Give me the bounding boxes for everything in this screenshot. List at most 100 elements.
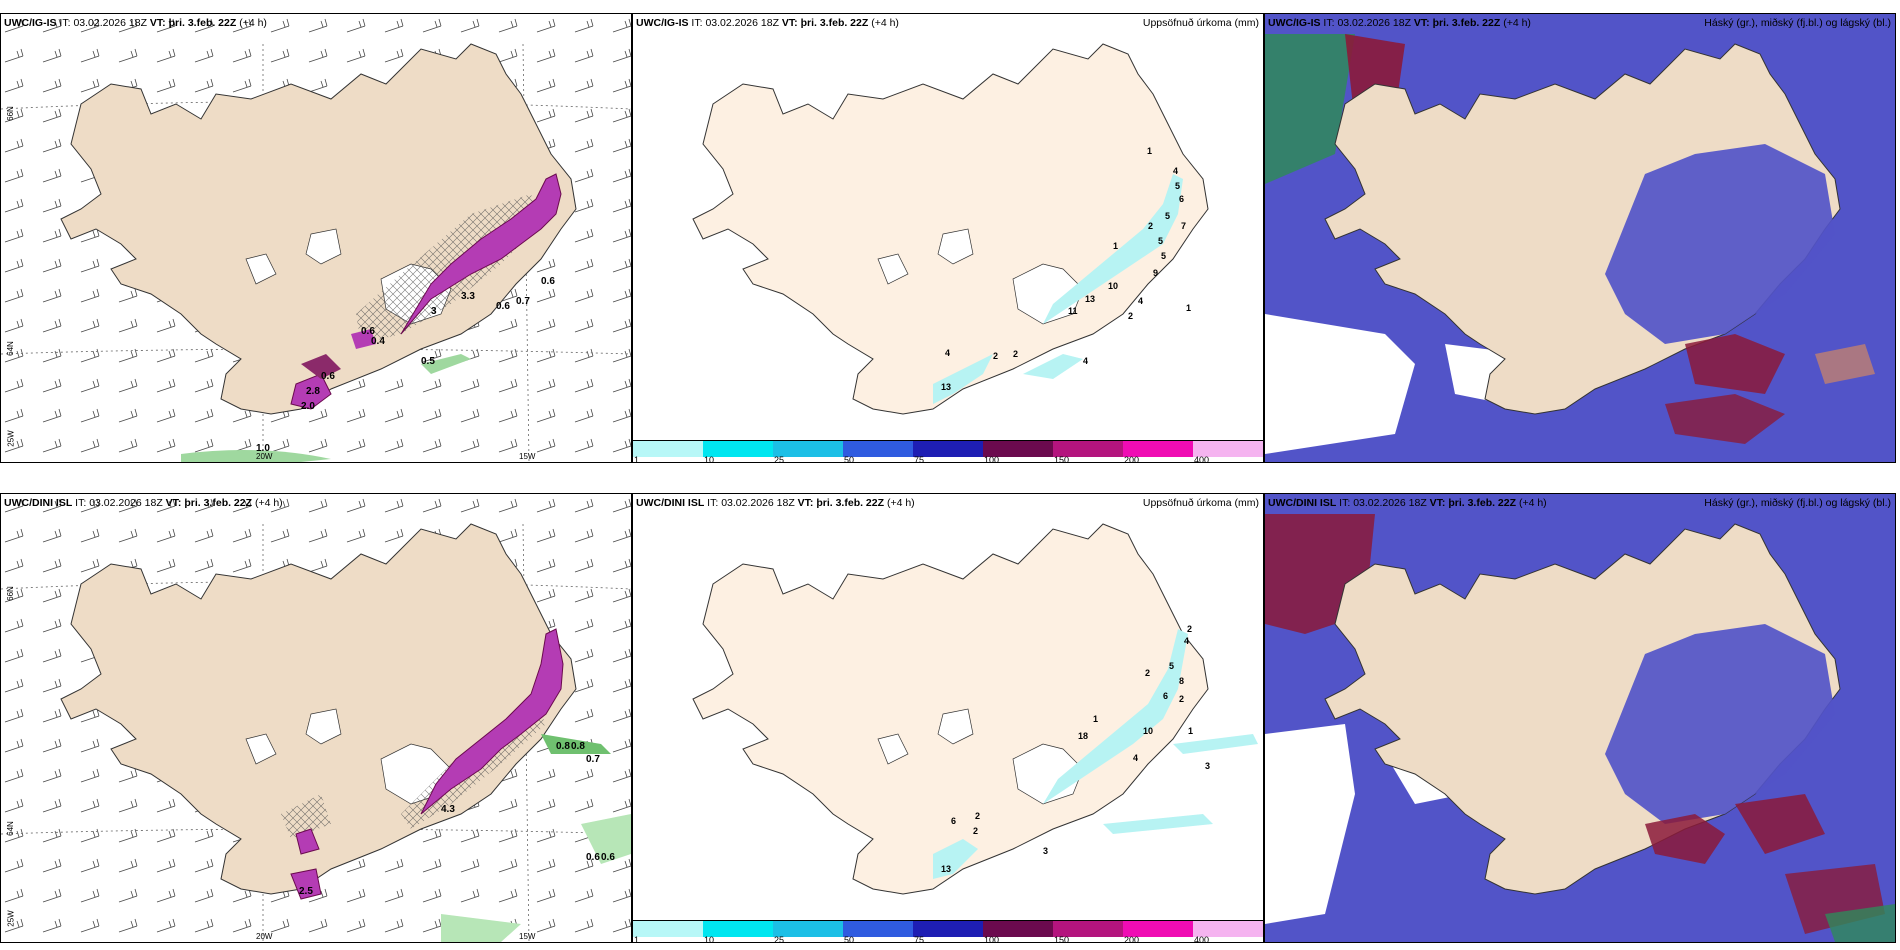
panel-title: UWC/IG-IS IT: 03.02.2026 18Z VT: þri. 3.… — [636, 17, 899, 29]
colorbar-tick: 75 — [914, 935, 925, 943]
wind-map: 0.6 0.4 3 3.3 0.6 0.7 0.5 2.0 0.6 2.8 0.… — [1, 14, 631, 462]
lon-label-25: 25W — [6, 430, 16, 447]
lat-label-66: 66N — [5, 586, 15, 601]
cloud-map — [1265, 494, 1895, 942]
colorbar: 1 10 25 50 75 100 150 200 400 — [633, 440, 1263, 462]
colorbar-tick: 25 — [774, 455, 785, 463]
value-label: 0.8 — [571, 741, 585, 752]
value-label: 5 — [1158, 236, 1163, 246]
value-label: 7 — [1181, 221, 1186, 231]
value-label: 2 — [973, 826, 978, 836]
panel-title: UWC/DINI ISL IT: 03.02.2026 18Z VT: þri.… — [4, 497, 283, 509]
value-label: 0.5 — [421, 356, 435, 367]
precip-map-panel-bottom: UWC/DINI ISL IT: 03.02.2026 18Z VT: þri.… — [632, 493, 1264, 943]
wind-map: 0.8 0.8 0.7 0.6 0.6 4.3 2.5 — [1, 494, 631, 942]
colorbar-tick: 1 — [634, 455, 640, 463]
colorbar-tick: 10 — [704, 935, 715, 943]
value-label: 1 — [1147, 146, 1152, 156]
colorbar-swatch — [633, 440, 704, 457]
value-label: 5 — [1165, 211, 1170, 221]
colorbar-tick: 100 — [984, 455, 1000, 463]
colorbar-tick: 400 — [1194, 455, 1210, 463]
value-label: 13 — [941, 382, 951, 392]
value-label: 4.3 — [441, 804, 455, 815]
value-label: 9 — [1153, 268, 1158, 278]
value-label: 1 — [1093, 714, 1098, 724]
precip-map: 2 4 5 2 8 6 2 10 1 3 4 3 6 2 2 13 1 18 — [692, 523, 1258, 895]
value-label: 0.4 — [371, 336, 385, 347]
lat-label-64: 64N — [5, 821, 15, 836]
value-label: 0.7 — [586, 754, 600, 765]
value-label: 0.6 — [541, 276, 555, 287]
value-label: 5 — [1161, 251, 1166, 261]
colorbar-tick: 25 — [774, 935, 785, 943]
colorbar-tick: 200 — [1124, 455, 1140, 463]
colorbar: 1 10 25 50 75 100 150 200 400 — [633, 920, 1263, 942]
value-label: 4 — [1133, 753, 1138, 763]
colorbar-swatch — [1193, 440, 1263, 457]
lon-label-20: 20W — [256, 452, 273, 461]
colorbar-tick: 50 — [844, 935, 855, 943]
value-label: 0.6 — [321, 371, 335, 382]
value-label: 6 — [1179, 194, 1184, 204]
panel-title: UWC/IG-IS IT: 03.02.2026 18Z VT: þri. 3.… — [1268, 17, 1531, 29]
value-label: 2.5 — [299, 886, 313, 897]
value-label: 4 — [1173, 166, 1178, 176]
panel-title: UWC/IG-IS IT: 03.02.2026 18Z VT: þri. 3.… — [4, 17, 267, 29]
lon-label-15: 15W — [519, 452, 536, 461]
value-label: 2 — [975, 811, 980, 821]
precip-map: 1 4 5 6 5 7 2 5 5 9 10 4 2 1 1 4 2 2 4 1… — [692, 43, 1209, 415]
value-label: 10 — [1143, 726, 1153, 736]
colorbar-swatch — [633, 920, 704, 937]
lon-label-20: 20W — [256, 932, 273, 941]
value-label: 2 — [1128, 311, 1133, 321]
colorbar-tick: 50 — [844, 455, 855, 463]
value-label: 2 — [1013, 349, 1018, 359]
precip-map-panel-top: UWC/IG-IS IT: 03.02.2026 18Z VT: þri. 3.… — [632, 13, 1264, 463]
colorbar-swatch — [1193, 920, 1263, 937]
colorbar-tick: 400 — [1194, 935, 1210, 943]
value-label: 3 — [431, 306, 437, 317]
lat-label-66: 66N — [5, 106, 15, 121]
value-label: 2 — [1145, 668, 1150, 678]
value-label: 2.0 — [301, 401, 315, 412]
value-label: 13 — [1085, 294, 1095, 304]
lon-label-15: 15W — [519, 932, 536, 941]
value-label: 13 — [941, 864, 951, 874]
value-label: 5 — [1169, 661, 1174, 671]
wind-map-panel-top: UWC/IG-IS IT: 03.02.2026 18Z VT: þri. 3.… — [0, 13, 632, 463]
value-label: 2.8 — [306, 386, 320, 397]
value-label: 8 — [1179, 676, 1184, 686]
panel-title: UWC/DINI ISL IT: 03.02.2026 18Z VT: þri.… — [636, 497, 915, 509]
colorbar-tick: 150 — [1054, 935, 1070, 943]
cloud-title: Háský (gr.), miðský (fj.bl.) og lágský (… — [1704, 497, 1891, 509]
value-label: 11 — [1068, 306, 1078, 316]
value-label: 3.3 — [461, 291, 475, 302]
cloud-map-panel-top: UWC/IG-IS IT: 03.02.2026 18Z VT: þri. 3.… — [1264, 13, 1896, 463]
cloud-map — [1265, 14, 1895, 462]
colorbar-tick: 10 — [704, 455, 715, 463]
value-label: 6 — [1163, 691, 1168, 701]
value-label: 4 — [1184, 636, 1189, 646]
value-label: 0.7 — [516, 296, 530, 307]
colorbar-tick: 100 — [984, 935, 1000, 943]
lat-label-64: 64N — [5, 341, 15, 356]
precip-title: Uppsöfnuð úrkoma (mm) — [1142, 497, 1259, 509]
value-label: 10 — [1108, 281, 1118, 291]
value-label: 1 — [1113, 241, 1118, 251]
value-label: 6 — [951, 816, 956, 826]
value-label: 0.6 — [601, 852, 615, 863]
value-label: 4 — [1083, 356, 1088, 366]
colorbar-tick: 150 — [1054, 455, 1070, 463]
value-label: 3 — [1043, 846, 1048, 856]
wind-map-panel-bottom: UWC/DINI ISL IT: 03.02.2026 18Z VT: þri.… — [0, 493, 632, 943]
precip-title: Uppsöfnuð úrkoma (mm) — [1142, 17, 1259, 29]
value-label: 3 — [1205, 761, 1210, 771]
panel-title: UWC/DINI ISL IT: 03.02.2026 18Z VT: þri.… — [1268, 497, 1547, 509]
value-label: 2 — [1179, 694, 1184, 704]
value-label: 1.0 — [256, 443, 270, 454]
value-label: 4 — [1138, 296, 1143, 306]
value-label: 5 — [1175, 181, 1180, 191]
lon-label-25: 25W — [6, 910, 16, 927]
value-label: 2 — [993, 351, 998, 361]
